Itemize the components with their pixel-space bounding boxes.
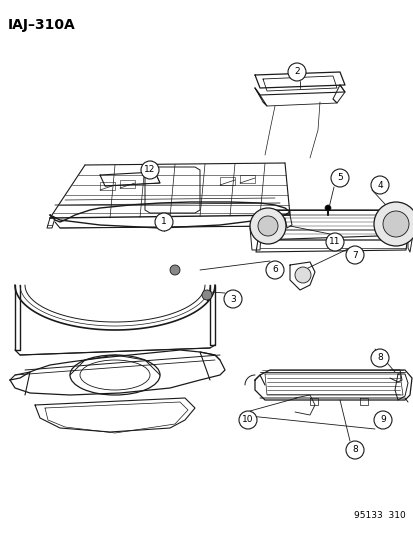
Text: 7: 7 (351, 251, 357, 260)
Circle shape (370, 349, 388, 367)
Text: 9: 9 (379, 416, 385, 424)
Circle shape (370, 176, 388, 194)
Circle shape (223, 290, 242, 308)
Circle shape (287, 63, 305, 81)
Circle shape (373, 202, 413, 246)
Circle shape (345, 246, 363, 264)
Text: 8: 8 (376, 353, 382, 362)
Circle shape (202, 290, 211, 300)
Circle shape (249, 208, 285, 244)
Text: 12: 12 (144, 166, 155, 174)
Circle shape (382, 211, 408, 237)
Circle shape (324, 205, 330, 211)
Circle shape (294, 267, 310, 283)
Text: 8: 8 (351, 446, 357, 455)
Circle shape (141, 161, 159, 179)
Text: 6: 6 (271, 265, 277, 274)
Circle shape (345, 441, 363, 459)
Circle shape (238, 411, 256, 429)
Circle shape (170, 265, 180, 275)
Circle shape (154, 213, 173, 231)
Text: 2: 2 (294, 68, 299, 77)
Text: IAJ–310A: IAJ–310A (8, 18, 76, 32)
Circle shape (325, 233, 343, 251)
Text: 3: 3 (230, 295, 235, 303)
Text: 5: 5 (336, 174, 342, 182)
Circle shape (330, 169, 348, 187)
Text: 95133  310: 95133 310 (354, 511, 405, 520)
Text: 1: 1 (161, 217, 166, 227)
Text: 11: 11 (328, 238, 340, 246)
Circle shape (373, 411, 391, 429)
Text: 4: 4 (376, 181, 382, 190)
Circle shape (266, 261, 283, 279)
Circle shape (257, 216, 277, 236)
Text: 10: 10 (242, 416, 253, 424)
